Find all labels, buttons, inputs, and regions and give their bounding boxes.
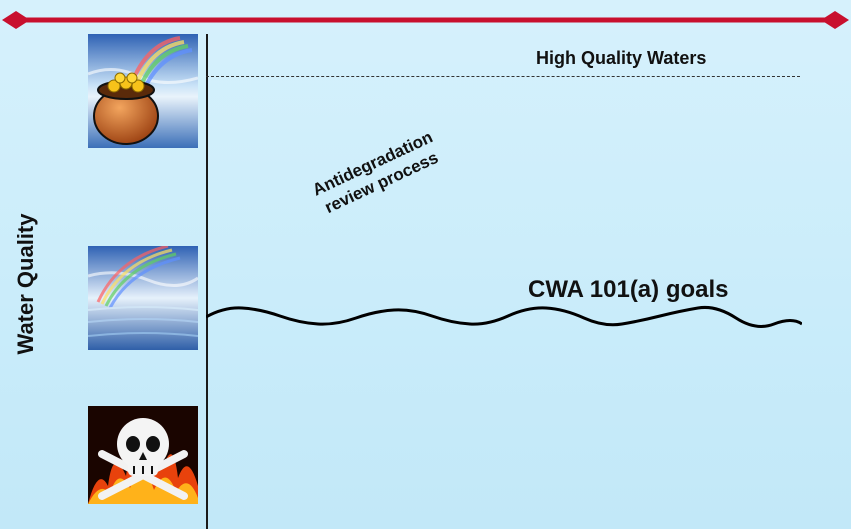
- high-quality-waters-line: [206, 76, 800, 77]
- antidegradation-review-label: Antidegradation review process: [273, 110, 481, 237]
- y-axis-title: Water Quality: [13, 213, 38, 355]
- high-quality-waters-label: High Quality Waters: [536, 48, 707, 68]
- cwa-goals-wavy-line: [206, 306, 802, 328]
- y-axis-line: [206, 34, 208, 529]
- rainbow-ocean-icon: [88, 246, 198, 350]
- cwa-goals-label: CWA 101(a) goals: [528, 276, 729, 303]
- pot-of-gold-rainbow-icon: [88, 34, 198, 148]
- skull-flames-icon: [88, 406, 198, 504]
- top-rule-arrow: [2, 11, 849, 29]
